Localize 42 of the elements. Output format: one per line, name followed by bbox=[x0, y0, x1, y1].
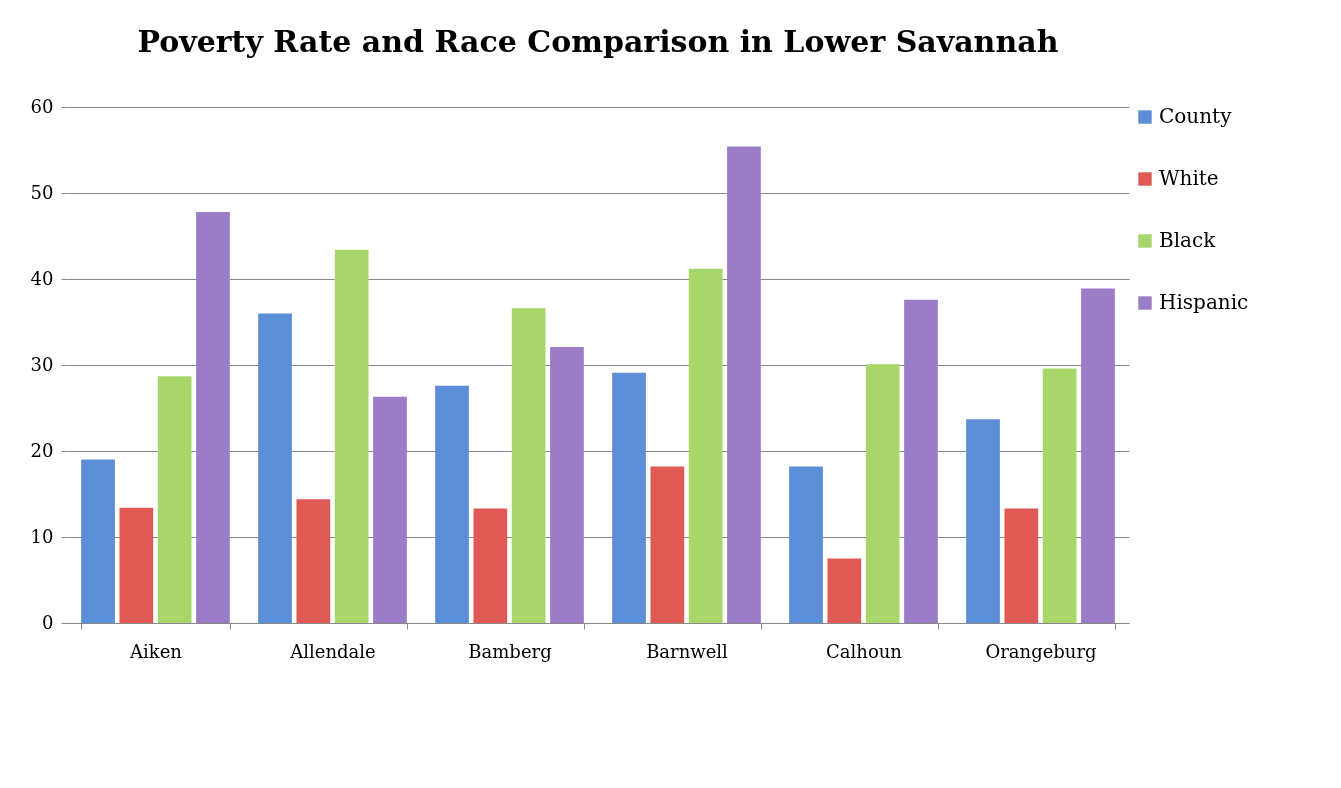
bar bbox=[650, 466, 685, 623]
bar bbox=[966, 419, 1000, 623]
bar bbox=[550, 346, 584, 623]
bar bbox=[473, 508, 508, 623]
legend-label: County bbox=[1159, 104, 1233, 128]
bar bbox=[296, 499, 331, 623]
x-tick-label: Allendale bbox=[289, 640, 376, 662]
bar bbox=[511, 308, 546, 623]
legend-label: White bbox=[1159, 166, 1219, 190]
bar bbox=[258, 313, 292, 623]
x-tick-label: Calhoun bbox=[826, 640, 903, 662]
bar bbox=[435, 385, 469, 623]
y-tick-label: 50 bbox=[30, 181, 54, 203]
bar bbox=[688, 268, 723, 623]
bar bbox=[727, 146, 761, 623]
bar bbox=[904, 299, 938, 623]
bar bbox=[157, 376, 192, 623]
y-tick-label: 10 bbox=[30, 525, 54, 547]
bar bbox=[81, 459, 115, 623]
bar bbox=[865, 364, 900, 623]
bar bbox=[612, 372, 646, 623]
bar bbox=[1081, 288, 1115, 623]
bar bbox=[373, 396, 407, 623]
bar bbox=[827, 558, 862, 623]
legend-label: Black bbox=[1159, 228, 1217, 252]
legend-label: Hispanic bbox=[1159, 290, 1249, 314]
x-tick-label: Orangeburg bbox=[985, 640, 1097, 662]
x-tick-label: Aiken bbox=[129, 640, 183, 662]
bar bbox=[196, 211, 230, 623]
y-tick-label: 0 bbox=[42, 611, 54, 633]
x-tick-label: Bamberg bbox=[468, 640, 552, 662]
bar bbox=[1042, 368, 1077, 623]
y-tick-label: 20 bbox=[30, 439, 54, 461]
chart-title: Poverty Rate and Race Comparison in Lower Savannah bbox=[137, 24, 1059, 59]
y-tick-label: 40 bbox=[30, 267, 54, 289]
y-tick-label: 60 bbox=[30, 95, 54, 117]
bar bbox=[334, 249, 369, 623]
bar bbox=[789, 466, 823, 623]
y-tick-label: 30 bbox=[30, 353, 54, 375]
bar bbox=[1004, 508, 1039, 623]
bar bbox=[119, 507, 154, 623]
x-tick-label: Barnwell bbox=[646, 640, 729, 662]
